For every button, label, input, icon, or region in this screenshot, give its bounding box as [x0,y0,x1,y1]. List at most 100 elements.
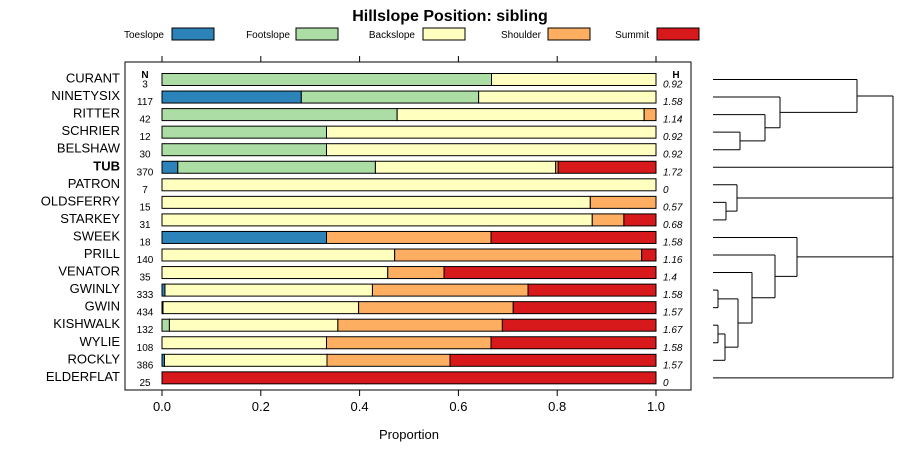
bar-segment-footslope [177,160,376,174]
h-entropy-label: 1.57 [663,308,683,319]
n-count-label: 386 [137,360,154,371]
n-count-label: 333 [137,290,154,301]
row-label: TUB [93,158,120,173]
bar-segment-footslope [161,143,327,157]
h-entropy-label: 1.58 [663,97,683,108]
x-axis: 0.0 0.2 0.4 0.6 0.8 1.0 [153,390,665,414]
row-label: STARKEY [60,211,120,226]
legend-label-footslope: Footslope [246,30,290,41]
n-count-label: 25 [139,378,151,389]
n-count-label: 108 [137,343,154,354]
row-label: OLDSFERRY [41,193,121,208]
bar-row: PRILL 140 1.16 [84,246,683,266]
bar-segment-toeslope [161,90,302,104]
bar-segment-summit [443,266,657,280]
bar-segment-summit [557,160,657,174]
bar-segment-backslope [374,160,557,174]
legend-label-backslope: Backslope [369,30,416,41]
n-count-label: 12 [139,132,151,143]
plot-panel [124,61,692,391]
bar-row: GWIN 434 1.57 [85,299,683,319]
h-entropy-label: 0 [663,378,669,389]
row-label: GWIN [85,299,120,314]
legend-label-summit: Summit [615,30,649,41]
bar-row: NINETYSIX 117 1.58 [51,88,683,108]
h-entropy-label: 1.58 [663,343,683,354]
n-count-label: 18 [139,237,151,248]
row-label: PATRON [68,176,120,191]
bar-segment-footslope [161,108,398,122]
legend-swatch-shoulder [547,27,591,41]
bar-segment-backslope [168,318,339,332]
bar-segment-backslope [161,213,593,227]
legend-swatch-toeslope [171,27,215,41]
bar-segment-backslope [161,195,591,209]
x-tick-label: 0.2 [252,399,270,414]
h-entropy-label: 0.92 [663,80,683,91]
bar-segment-summit [161,371,657,385]
bar-segment-summit [641,248,657,262]
h-entropy-label: 0.68 [663,220,683,231]
legend-swatch-summit [656,27,700,41]
bar-row: WYLIE 108 1.58 [80,334,683,354]
row-label: VENATOR [58,264,120,279]
n-count-label: 42 [139,115,151,126]
x-tick-label: 0.6 [449,399,467,414]
bar-segment-summit [501,318,657,332]
bar-row: SCHRIER 12 0.92 [61,123,682,143]
bar-row: ROCKLY 386 1.57 [68,351,683,371]
row-label: CURANT [66,71,120,86]
h-entropy-label: 1.4 [663,273,677,284]
bar-segment-shoulder [326,230,492,244]
row-label: GWINLY [70,281,121,296]
x-axis-title: Proportion [379,427,439,442]
x-tick-label: 0.4 [351,399,369,414]
bar-segment-backslope [161,178,657,192]
bar-segment-shoulder [394,248,643,262]
bar-segment-shoulder [358,301,514,315]
n-count-label: 3 [142,80,148,91]
chart-title: Hillslope Position: sibling [352,8,548,25]
x-tick-label: 1.0 [647,399,665,414]
bar-segment-footslope [161,73,492,86]
legend-label-toeslope: Toeslope [124,30,164,41]
x-tick-label: 0.0 [153,399,171,414]
n-count-label: 140 [137,255,154,266]
legend-swatch-footslope [295,27,339,41]
bar-row: TUB 370 1.72 [93,158,683,178]
n-column-header: N [141,70,148,81]
legend-label-shoulder: Shoulder [501,30,542,41]
bar-row: KISHWALK 132 1.67 [53,316,683,336]
h-entropy-label: 0.57 [663,202,683,213]
h-column-header: H [672,70,679,81]
h-entropy-label: 1.14 [663,115,683,126]
row-label: BELSHAW [57,141,121,156]
bar-segment-summit [449,353,657,367]
bar-segment-shoulder [326,353,451,367]
bar-segment-shoulder [589,195,657,209]
top-axis-ticks [161,56,657,62]
row-label: WYLIE [80,334,121,349]
bar-segment-backslope [162,301,360,315]
row-label: KISHWALK [53,316,120,331]
bar-segment-shoulder [387,266,445,280]
row-label: RITTER [73,106,120,121]
x-tick-label: 0.8 [548,399,566,414]
bar-row: RITTER 42 1.14 [73,106,683,126]
bar-segment-backslope [396,108,645,122]
bar-segment-toeslope [161,160,179,174]
bar-segment-shoulder [337,318,503,332]
row-label: SCHRIER [61,123,120,138]
h-entropy-label: 1.72 [663,167,683,178]
bar-row: GWINLY 333 1.58 [70,281,683,301]
row-label: SWEEK [73,228,120,243]
n-count-label: 370 [137,167,154,178]
h-entropy-label: 0.92 [663,132,683,143]
row-label: ELDERFLAT [46,369,120,384]
bar-row: CURANT 3 0.92 [66,71,683,91]
bar-segment-backslope [491,73,657,86]
n-count-label: 15 [139,202,151,213]
legend-swatch-backslope [422,27,466,41]
